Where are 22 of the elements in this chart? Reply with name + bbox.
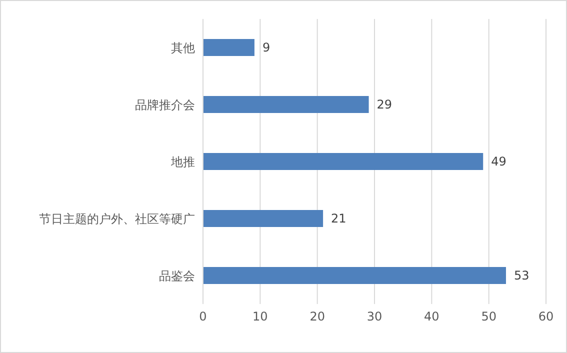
y-tick-label: 其他 [171, 40, 195, 55]
bar [203, 210, 324, 227]
y-tick-label: 品鉴会 [159, 268, 195, 283]
y-tick-label: 节日主题的户外、社区等硬广 [39, 212, 195, 226]
x-tick-label: 0 [199, 310, 207, 324]
data-label: 29 [376, 98, 392, 112]
data-label: 21 [331, 212, 346, 226]
y-tick-label: 地推 [170, 154, 195, 169]
data-label: 9 [262, 40, 270, 55]
bar [203, 96, 369, 113]
x-tick-label: 20 [310, 310, 325, 324]
x-tick-label: 10 [252, 310, 268, 324]
bar [203, 38, 254, 56]
x-tick-label: 30 [366, 310, 382, 324]
data-label: 49 [491, 154, 506, 169]
y-tick-label: 品牌推介会 [135, 98, 195, 112]
x-tick-label: 60 [538, 310, 554, 324]
data-label: 53 [514, 268, 530, 283]
x-tick-label: 40 [424, 310, 440, 324]
x-tick-label: 50 [481, 310, 496, 324]
bar [203, 152, 484, 170]
bar [203, 266, 506, 284]
